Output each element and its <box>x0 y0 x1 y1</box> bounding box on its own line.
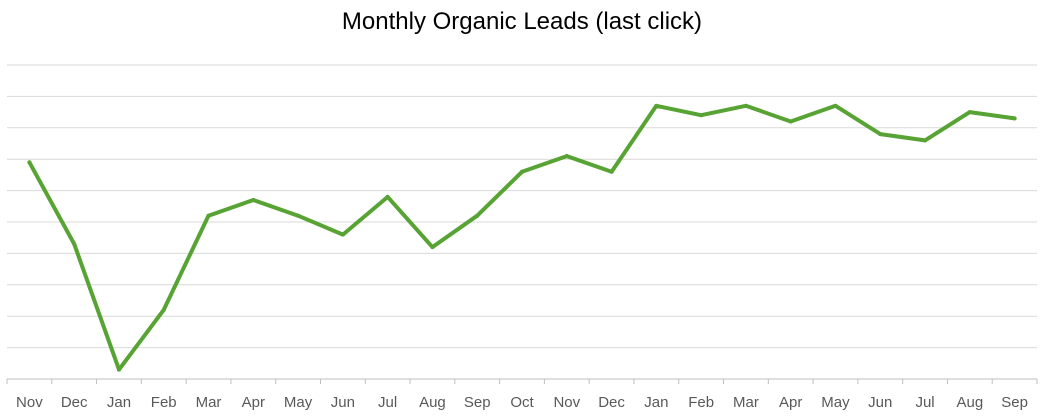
x-axis: Nov Dec Jan Feb Mar Apr May Jun Jul Aug Sep Oct Nov D… <box>6 378 1038 411</box>
x-tick-label: Jul <box>915 394 934 411</box>
data-point <box>206 213 211 218</box>
data-point <box>1012 116 1017 121</box>
data-point <box>699 113 704 118</box>
x-tick-label: Nov <box>16 394 43 411</box>
data-point <box>340 232 345 237</box>
data-point <box>251 198 256 203</box>
data-point <box>564 154 569 159</box>
data-point <box>878 132 883 137</box>
x-tick-label: Feb <box>151 394 177 411</box>
data-point <box>967 110 972 115</box>
data-point <box>923 138 928 143</box>
chart-title: Monthly Organic Leads (last click) <box>341 8 703 35</box>
data-point <box>788 119 793 124</box>
x-tick-label: Apr <box>242 394 265 411</box>
data-point <box>475 213 480 218</box>
x-tick-label: Jun <box>868 394 892 411</box>
data-point <box>27 160 32 165</box>
gridlines <box>7 64 1037 349</box>
x-tick-label: Dec <box>61 394 88 411</box>
data-point <box>833 103 838 108</box>
x-tick-label: Dec <box>598 394 625 411</box>
data-point <box>430 245 435 250</box>
data-point <box>161 307 166 312</box>
x-tick-label: Aug <box>956 394 983 411</box>
x-tick-label: Mar <box>196 394 222 411</box>
x-tick-label: Sep <box>464 394 491 411</box>
data-point <box>520 169 524 174</box>
data-point <box>743 103 748 108</box>
x-tick-label: Feb <box>688 394 714 411</box>
data-point <box>654 103 659 108</box>
data-point <box>385 194 390 199</box>
x-tick-label: Nov <box>553 394 580 411</box>
series-layer <box>27 103 1017 372</box>
series-line <box>27 103 1017 372</box>
x-tick-label: Jul <box>378 394 397 411</box>
x-tick-label: Oct <box>510 394 534 411</box>
data-point <box>609 169 614 174</box>
x-tick-label: Jan <box>644 394 668 411</box>
x-tick-label: Jan <box>107 394 131 411</box>
data-point <box>116 367 121 372</box>
x-tick-label: Aug <box>419 394 446 411</box>
x-tick-label: May <box>284 394 313 411</box>
data-point <box>296 213 301 218</box>
data-point <box>72 241 77 246</box>
x-tick-label: Apr <box>779 394 802 411</box>
x-tick-label: Mar <box>733 394 759 411</box>
x-tick-label: May <box>821 394 850 411</box>
x-tick-label: Sep <box>1001 394 1028 411</box>
x-tick-label: Jun <box>331 394 355 411</box>
